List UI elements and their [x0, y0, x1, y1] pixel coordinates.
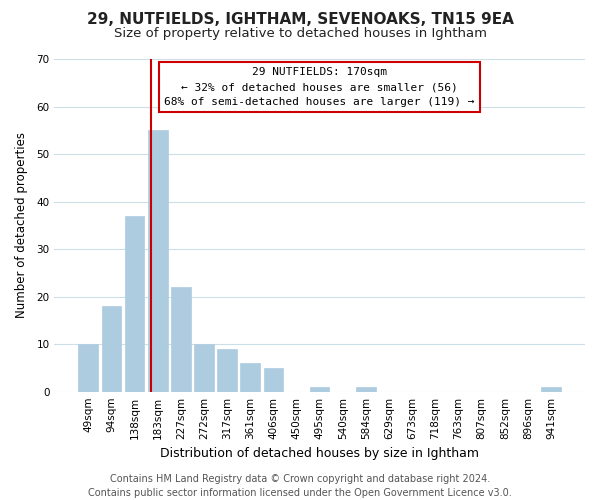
Bar [217, 349, 237, 392]
Bar [79, 344, 98, 392]
Bar [194, 344, 214, 392]
Bar [310, 387, 329, 392]
Bar [125, 216, 145, 392]
Bar [148, 130, 167, 392]
Bar [101, 306, 121, 392]
X-axis label: Distribution of detached houses by size in Ightham: Distribution of detached houses by size … [160, 447, 479, 460]
Text: 29 NUTFIELDS: 170sqm
← 32% of detached houses are smaller (56)
68% of semi-detac: 29 NUTFIELDS: 170sqm ← 32% of detached h… [164, 68, 475, 107]
Bar [541, 387, 561, 392]
Text: Contains HM Land Registry data © Crown copyright and database right 2024.
Contai: Contains HM Land Registry data © Crown c… [88, 474, 512, 498]
Y-axis label: Number of detached properties: Number of detached properties [15, 132, 28, 318]
Text: Size of property relative to detached houses in Ightham: Size of property relative to detached ho… [113, 28, 487, 40]
Bar [171, 287, 191, 392]
Bar [241, 363, 260, 392]
Bar [356, 387, 376, 392]
Bar [263, 368, 283, 392]
Text: 29, NUTFIELDS, IGHTHAM, SEVENOAKS, TN15 9EA: 29, NUTFIELDS, IGHTHAM, SEVENOAKS, TN15 … [86, 12, 514, 28]
